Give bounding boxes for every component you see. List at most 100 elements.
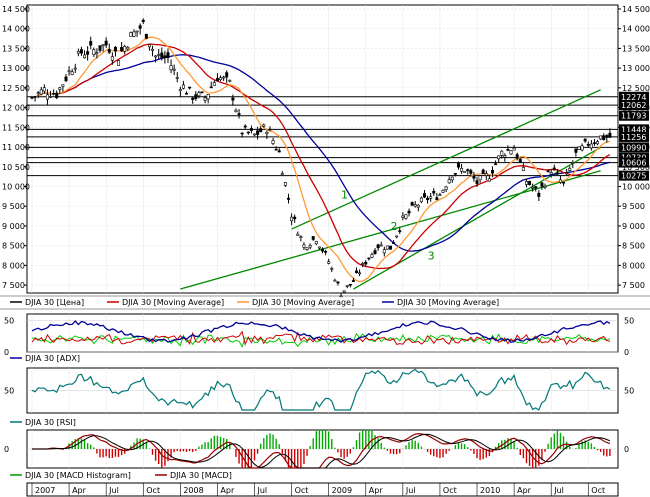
- price-tick-label: 10 000: [622, 182, 650, 191]
- price-candle: [123, 46, 127, 52]
- price-candle: [509, 150, 513, 155]
- price-candle: [305, 247, 309, 250]
- price-candle: [333, 279, 337, 282]
- price-candle: [608, 132, 612, 138]
- price-level-box: [619, 91, 649, 102]
- price-candle: [160, 52, 164, 59]
- price-level-label: 10990: [621, 143, 646, 152]
- price-candle: [546, 170, 550, 173]
- price-candle: [215, 78, 219, 82]
- price-candle: [583, 138, 587, 142]
- price-candle: [568, 168, 572, 171]
- price-candle: [388, 245, 392, 250]
- price-tick-label: 9 500: [622, 202, 645, 211]
- price-candle: [490, 169, 494, 174]
- price-candle: [283, 182, 287, 186]
- price-candle: [317, 246, 321, 249]
- price-tick-label-left: 8 500: [2, 242, 25, 251]
- price-candle: [166, 52, 170, 58]
- price-candle: [330, 268, 334, 270]
- price-candle: [234, 109, 238, 112]
- price-level-label: 10606: [621, 159, 646, 168]
- price-candle: [163, 55, 167, 59]
- price-candle: [475, 180, 479, 184]
- di-plus-line: [31, 332, 611, 349]
- price-tick-label-left: 12 000: [2, 104, 30, 113]
- time-tick-label: Oct: [443, 486, 457, 495]
- price-candle: [45, 94, 49, 100]
- price-candle: [151, 48, 155, 51]
- time-tick-label: Oct: [295, 486, 309, 495]
- time-tick-label: Apr: [72, 486, 87, 495]
- price-candle: [240, 132, 244, 135]
- price-candle: [469, 170, 473, 174]
- price-candle: [589, 143, 593, 149]
- adx-tick-label: 50: [624, 316, 634, 325]
- price-candle: [534, 186, 538, 189]
- price-candle: [243, 125, 247, 128]
- price-tick-label-left: 11 000: [2, 143, 30, 152]
- price-tick-label: 13 500: [622, 44, 650, 53]
- adx-legend-label: DJIA 30 [ADX]: [25, 354, 80, 363]
- price-candle: [512, 147, 516, 151]
- time-tick-label: Jul: [553, 486, 564, 495]
- price-candle: [228, 79, 232, 82]
- price-candle: [466, 169, 470, 172]
- price-candle: [577, 146, 581, 150]
- price-candle: [531, 187, 535, 189]
- price-candle: [392, 242, 396, 244]
- price-level-box: [619, 170, 649, 181]
- price-candle: [141, 19, 145, 23]
- price-candle: [117, 60, 121, 66]
- price-candle: [49, 96, 53, 98]
- price-candle: [565, 172, 569, 175]
- price-candle: [76, 51, 80, 54]
- macd-histogram-legend-label: DJIA 30 [MACD Histogram]: [25, 471, 131, 480]
- price-candle: [311, 236, 315, 240]
- price-legend: DJIA 30 [Цена] DJIA 30 [Moving Average] DJ…: [10, 298, 499, 307]
- legend-label: DJIA 30 [Moving Average]: [122, 298, 224, 307]
- price-candle: [39, 89, 43, 95]
- price-candle: [120, 47, 124, 52]
- price-candle: [500, 150, 504, 156]
- price-candle: [290, 216, 294, 222]
- price-level-label: 11793: [621, 112, 646, 121]
- price-candle: [110, 56, 114, 61]
- time-tick-label: Jul: [257, 486, 268, 495]
- price-candle: [206, 94, 210, 100]
- price-level-label: 12062: [621, 101, 646, 110]
- price-tick-label-left: 11 500: [2, 123, 30, 132]
- adx-tick-label-left: 0: [4, 348, 9, 357]
- price-tick-label-left: 12 500: [2, 84, 30, 93]
- price-tick-label-left: 9 000: [2, 222, 25, 231]
- macd-legend-label: DJIA 30 [MACD]: [170, 471, 232, 480]
- price-candle: [42, 87, 46, 92]
- price-candle: [460, 168, 464, 172]
- price-candle: [562, 181, 566, 184]
- price-candle: [277, 150, 281, 153]
- rsi-line: [31, 368, 611, 411]
- price-candle: [181, 84, 185, 89]
- price-candle: [404, 214, 408, 219]
- price-candle: [484, 173, 488, 176]
- price-candle: [528, 181, 532, 186]
- price-candle: [348, 283, 352, 286]
- price-candle: [274, 148, 278, 151]
- rsi-panel: 50 50 DJIA 30 [RSI]: [4, 368, 634, 427]
- macd-tick-label-left: 0: [4, 445, 9, 454]
- price-candle: [336, 281, 340, 284]
- price-candle: [308, 245, 312, 248]
- channel-line-3: [180, 170, 601, 290]
- price-candle: [586, 144, 590, 146]
- panel-frame-2: [26, 313, 619, 353]
- price-candle: [463, 171, 467, 173]
- price-candle: [212, 82, 216, 86]
- price-candle: [361, 263, 365, 265]
- price-candle: [225, 72, 229, 78]
- price-tick-label-left: 13 500: [2, 44, 30, 53]
- price-candle: [419, 197, 423, 203]
- price-candle: [219, 77, 223, 81]
- price-candle: [558, 179, 562, 183]
- moving-average-line: [31, 36, 611, 283]
